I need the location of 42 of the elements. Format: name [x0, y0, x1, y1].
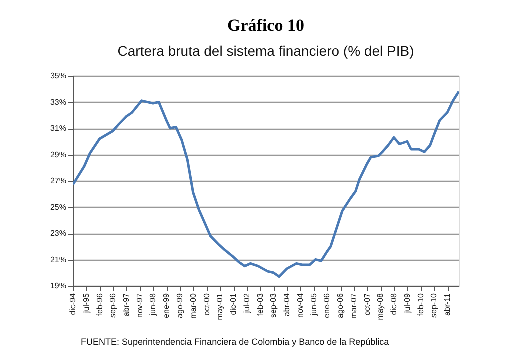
x-tick-label: may-08 [376, 292, 386, 320]
x-tick-label: feb-10 [416, 292, 426, 316]
y-tick-label: 29% [50, 150, 66, 160]
source-note: FUENTE: Superintendencia Financiera de Colombia y Banco de la República [81, 337, 390, 347]
x-tick-label: feb-03 [256, 292, 265, 316]
x-tick-label: sep-96 [108, 292, 118, 318]
x-tick-label: abr-04 [282, 292, 292, 317]
x-tick-label: mar-00 [188, 292, 198, 319]
x-tick-label: jul-09 [402, 292, 412, 314]
x-tick-label: dic-08 [390, 292, 399, 316]
x-tick-label: abr-11 [443, 292, 452, 316]
y-tick-label: 33% [50, 98, 66, 107]
chart-subtitle: Cartera bruta del sistema financiero (% del PIB) [118, 43, 414, 59]
x-tick-label: mar-07 [349, 292, 358, 319]
x-tick-label: nov-97 [135, 292, 144, 318]
x-tick-label: oct-00 [202, 292, 212, 316]
line-series [73, 90, 459, 278]
x-tick-label: ene-99 [162, 292, 172, 318]
y-tick-label: 23% [50, 229, 66, 238]
x-tick-label: jul-95 [82, 292, 91, 314]
x-tick-label: abr-97 [122, 292, 131, 317]
y-tick-label: 31% [50, 124, 66, 133]
x-tick-label: feb-96 [95, 292, 104, 316]
x-tick-label: jun-05 [309, 292, 318, 317]
x-tick-label: ene-06 [322, 292, 332, 318]
y-tick-label: 21% [50, 255, 66, 264]
x-tick-label: sep-10 [430, 292, 439, 318]
chart-title: Gráfico 10 [228, 16, 304, 35]
x-tick-label: may-01 [216, 292, 225, 320]
y-tick-label: 25% [50, 202, 66, 212]
x-tick-label: dic-01 [229, 292, 238, 316]
y-tick-label: 27% [50, 176, 66, 186]
x-tick-label: nov-04 [296, 292, 305, 318]
x-tick-label: ago-06 [336, 292, 346, 318]
x-tick-label: oct-07 [362, 292, 372, 316]
y-tick-label: 35% [50, 72, 66, 80]
x-tick-label: dic-94 [68, 292, 78, 316]
x-tick-label: sep-03 [269, 292, 278, 318]
x-tick-label: ago-99 [175, 292, 184, 318]
y-tick-label: 19% [50, 282, 66, 290]
x-tick-label: jul-02 [242, 292, 252, 314]
x-tick-label: jun-98 [148, 292, 158, 317]
